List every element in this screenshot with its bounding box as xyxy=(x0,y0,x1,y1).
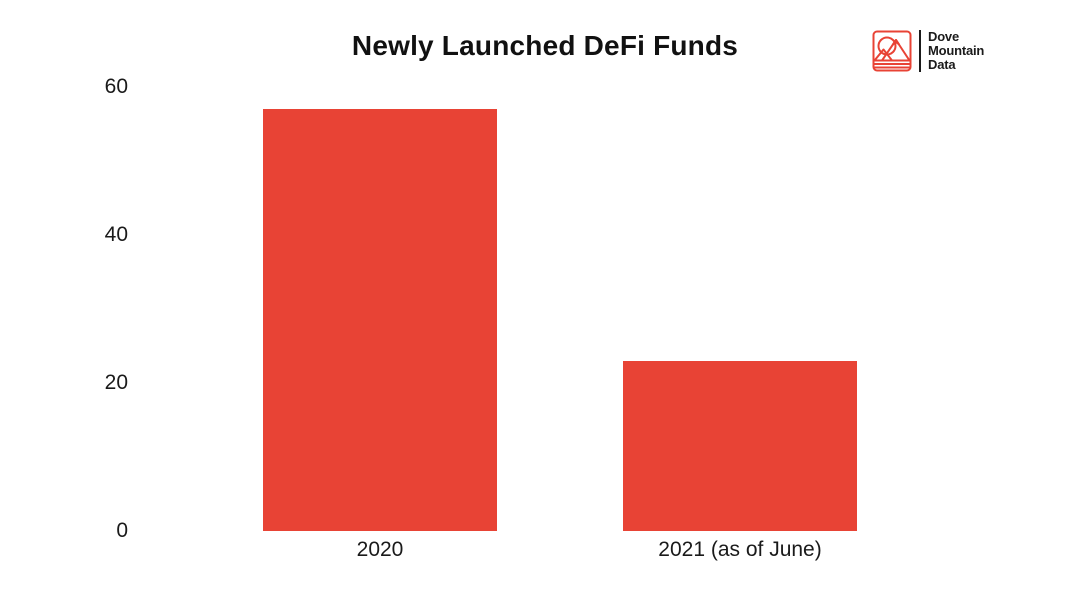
logo-divider xyxy=(919,30,921,72)
x-axis: 2020 2021 (as of June) xyxy=(200,538,920,568)
y-axis: 0 20 40 60 xyxy=(0,75,128,542)
y-tick-label: 40 xyxy=(104,223,128,246)
logo-line-3: Data xyxy=(928,57,956,72)
x-tick-label: 2021 (as of June) xyxy=(658,538,822,561)
logo-line-1: Dove xyxy=(928,29,959,44)
chart-title: Newly Launched DeFi Funds xyxy=(351,30,739,61)
logo-wordmark: Dove Mountain Data xyxy=(928,30,984,72)
logo-line-2: Mountain xyxy=(928,43,985,58)
y-tick-label: 20 xyxy=(104,371,128,394)
mountain-sun-icon xyxy=(872,30,912,72)
logo: Dove Mountain Data xyxy=(872,30,984,72)
y-tick-label: 0 xyxy=(116,519,128,542)
bar-2021 (as of June) xyxy=(623,360,857,531)
x-tick-label: 2020 xyxy=(356,538,404,561)
bar-2020 xyxy=(263,109,497,531)
y-tick-label: 60 xyxy=(104,75,128,98)
plot-area xyxy=(200,87,920,531)
